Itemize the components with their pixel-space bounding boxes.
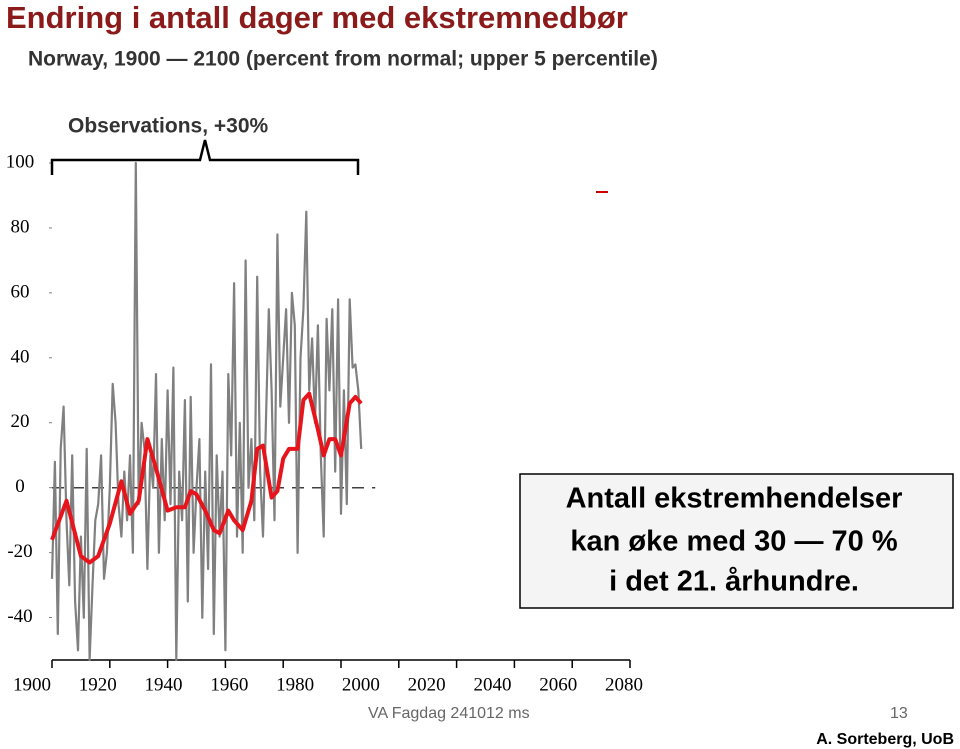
- smoothed-line: [50, 391, 363, 565]
- y-tick-label: 60: [11, 281, 30, 302]
- subtitle: Norway, 1900 — 2100 (percent from normal…: [28, 48, 658, 71]
- callout-box: [519, 473, 954, 609]
- title: Endring i antall dager med ekstremnedbør: [6, 0, 628, 35]
- x-tick-label: 2080: [605, 674, 643, 695]
- x-tick-label: 1920: [79, 674, 117, 695]
- y-tick-label: 80: [11, 216, 30, 237]
- callout-line: Antall ekstremhendelser: [566, 483, 903, 515]
- footer-event: VA Fagdag 241012 ms: [368, 705, 530, 722]
- x-tick-label: 1960: [210, 674, 248, 695]
- brace: [50, 139, 360, 175]
- y-tick-label: 0: [15, 476, 25, 497]
- x-tick-label: 1940: [145, 674, 183, 695]
- y-tick-label: -20: [7, 541, 32, 562]
- y-tick-label: 100: [6, 151, 35, 172]
- y-tick-label: -40: [7, 606, 32, 627]
- x-tick-label: 2020: [408, 674, 446, 695]
- x-tick-label: 2040: [473, 674, 511, 695]
- author: A. Sorteberg, UoB: [816, 731, 954, 748]
- page-number: 13: [890, 705, 908, 722]
- callout-line: kan øke med 30 — 70 %: [570, 526, 897, 558]
- x-tick-label: 2060: [539, 674, 577, 695]
- callout-line: i det 21. århundre.: [609, 566, 859, 598]
- x-tick-label: 2000: [342, 674, 380, 695]
- y-tick-label: 20: [11, 411, 30, 432]
- y-tick-label: 40: [11, 346, 30, 367]
- annual-line: [50, 161, 363, 662]
- x-tick-label: 1900: [13, 674, 51, 695]
- annotation: Observations, +30%: [68, 115, 269, 138]
- x-tick-label: 1980: [276, 674, 314, 695]
